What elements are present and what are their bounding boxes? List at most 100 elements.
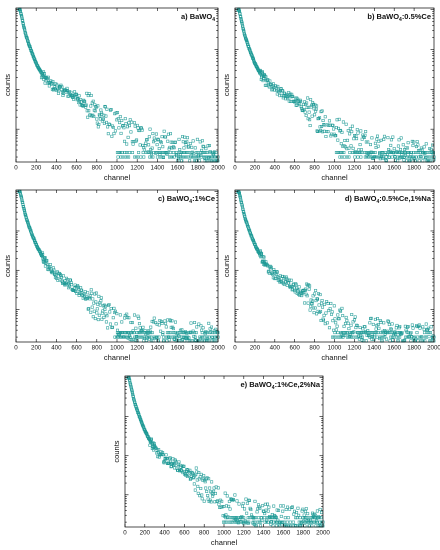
data-point: [410, 323, 414, 327]
x-tick-label: 1400: [257, 530, 271, 537]
data-point: [23, 30, 27, 34]
x-tick-label: 1600: [171, 165, 185, 172]
data-point: [325, 321, 329, 325]
data-point: [244, 520, 248, 524]
data-point: [154, 446, 158, 450]
data-point: [387, 320, 391, 324]
data-point: [323, 322, 327, 326]
data-point: [214, 151, 218, 154]
x-tick-label: 0: [233, 165, 237, 172]
data-point: [191, 329, 195, 333]
data-point: [152, 316, 156, 320]
data-point: [23, 209, 26, 213]
data-point: [312, 520, 316, 524]
data-point: [136, 126, 140, 130]
data-point: [43, 256, 47, 260]
data-point: [131, 151, 135, 154]
data-point: [407, 335, 411, 339]
data-point: [327, 326, 331, 330]
data-point: [349, 331, 353, 335]
data-point: [75, 291, 79, 295]
data-point: [166, 318, 170, 322]
data-point: [315, 297, 319, 301]
data-point: [263, 502, 267, 506]
data-point: [267, 505, 271, 509]
data-point: [259, 520, 263, 524]
data-point: [358, 143, 362, 147]
data-point: [127, 335, 131, 339]
x-tick-label: 600: [290, 345, 301, 352]
data-point: [410, 155, 414, 159]
data-point: [148, 155, 152, 159]
data-point: [105, 107, 109, 111]
data-point: [368, 335, 372, 339]
data-point: [316, 516, 320, 520]
panel-label-subscript: 4: [272, 385, 275, 391]
data-point: [305, 294, 309, 298]
data-point: [90, 305, 94, 309]
data-point: [282, 520, 286, 524]
data-point: [367, 151, 371, 154]
data-point: [202, 474, 206, 478]
data-point: [88, 297, 92, 301]
data-point: [97, 122, 101, 126]
data-point: [243, 34, 247, 38]
data-point: [422, 145, 426, 149]
data-point: [237, 191, 241, 195]
data-point: [249, 508, 253, 512]
data-point: [297, 520, 301, 524]
data-point: [186, 468, 190, 472]
data-point: [274, 84, 278, 88]
data-point: [199, 155, 203, 159]
x-tick-label: 1800: [191, 345, 205, 352]
data-point: [266, 520, 270, 524]
data-point: [139, 155, 143, 159]
data-point: [134, 335, 138, 339]
data-point: [205, 337, 209, 341]
data-point: [153, 138, 157, 142]
data-point: [303, 110, 307, 114]
data-point: [227, 520, 231, 524]
data-point: [299, 99, 303, 103]
data-point: [309, 304, 313, 308]
data-point: [369, 143, 372, 147]
data-point: [248, 516, 252, 520]
data-point: [205, 476, 209, 480]
data-point: [195, 155, 199, 159]
data-point: [51, 266, 55, 270]
data-point: [333, 134, 337, 138]
data-point: [92, 309, 96, 313]
data-point: [196, 155, 200, 159]
x-tick-label: 1600: [171, 345, 185, 352]
data-point: [303, 520, 307, 524]
data-point: [401, 143, 405, 147]
data-point: [145, 335, 149, 339]
data-point: [128, 118, 132, 122]
data-point: [307, 105, 311, 109]
data-point: [174, 140, 177, 144]
data-point: [348, 331, 352, 335]
data-point: [416, 143, 420, 147]
data-point: [171, 140, 175, 144]
data-point: [216, 499, 220, 503]
data-point: [354, 151, 358, 154]
data-point: [193, 155, 197, 159]
data-point: [102, 315, 106, 319]
plot-frame: [234, 7, 435, 163]
panel-label: c) BaWO4:1%Ce: [158, 194, 215, 205]
data-point: [323, 115, 327, 119]
data-point: [313, 292, 317, 296]
data-point: [280, 89, 284, 93]
data-point: [200, 328, 204, 332]
data-point: [399, 136, 403, 140]
data-point: [159, 320, 163, 324]
data-point: [374, 155, 378, 159]
data-point: [22, 205, 26, 209]
data-point: [372, 335, 376, 339]
data-point: [269, 520, 273, 524]
data-point: [286, 516, 290, 520]
data-point: [305, 105, 309, 109]
data-point: [186, 136, 189, 140]
data-point: [333, 317, 337, 321]
data-point: [199, 335, 203, 339]
